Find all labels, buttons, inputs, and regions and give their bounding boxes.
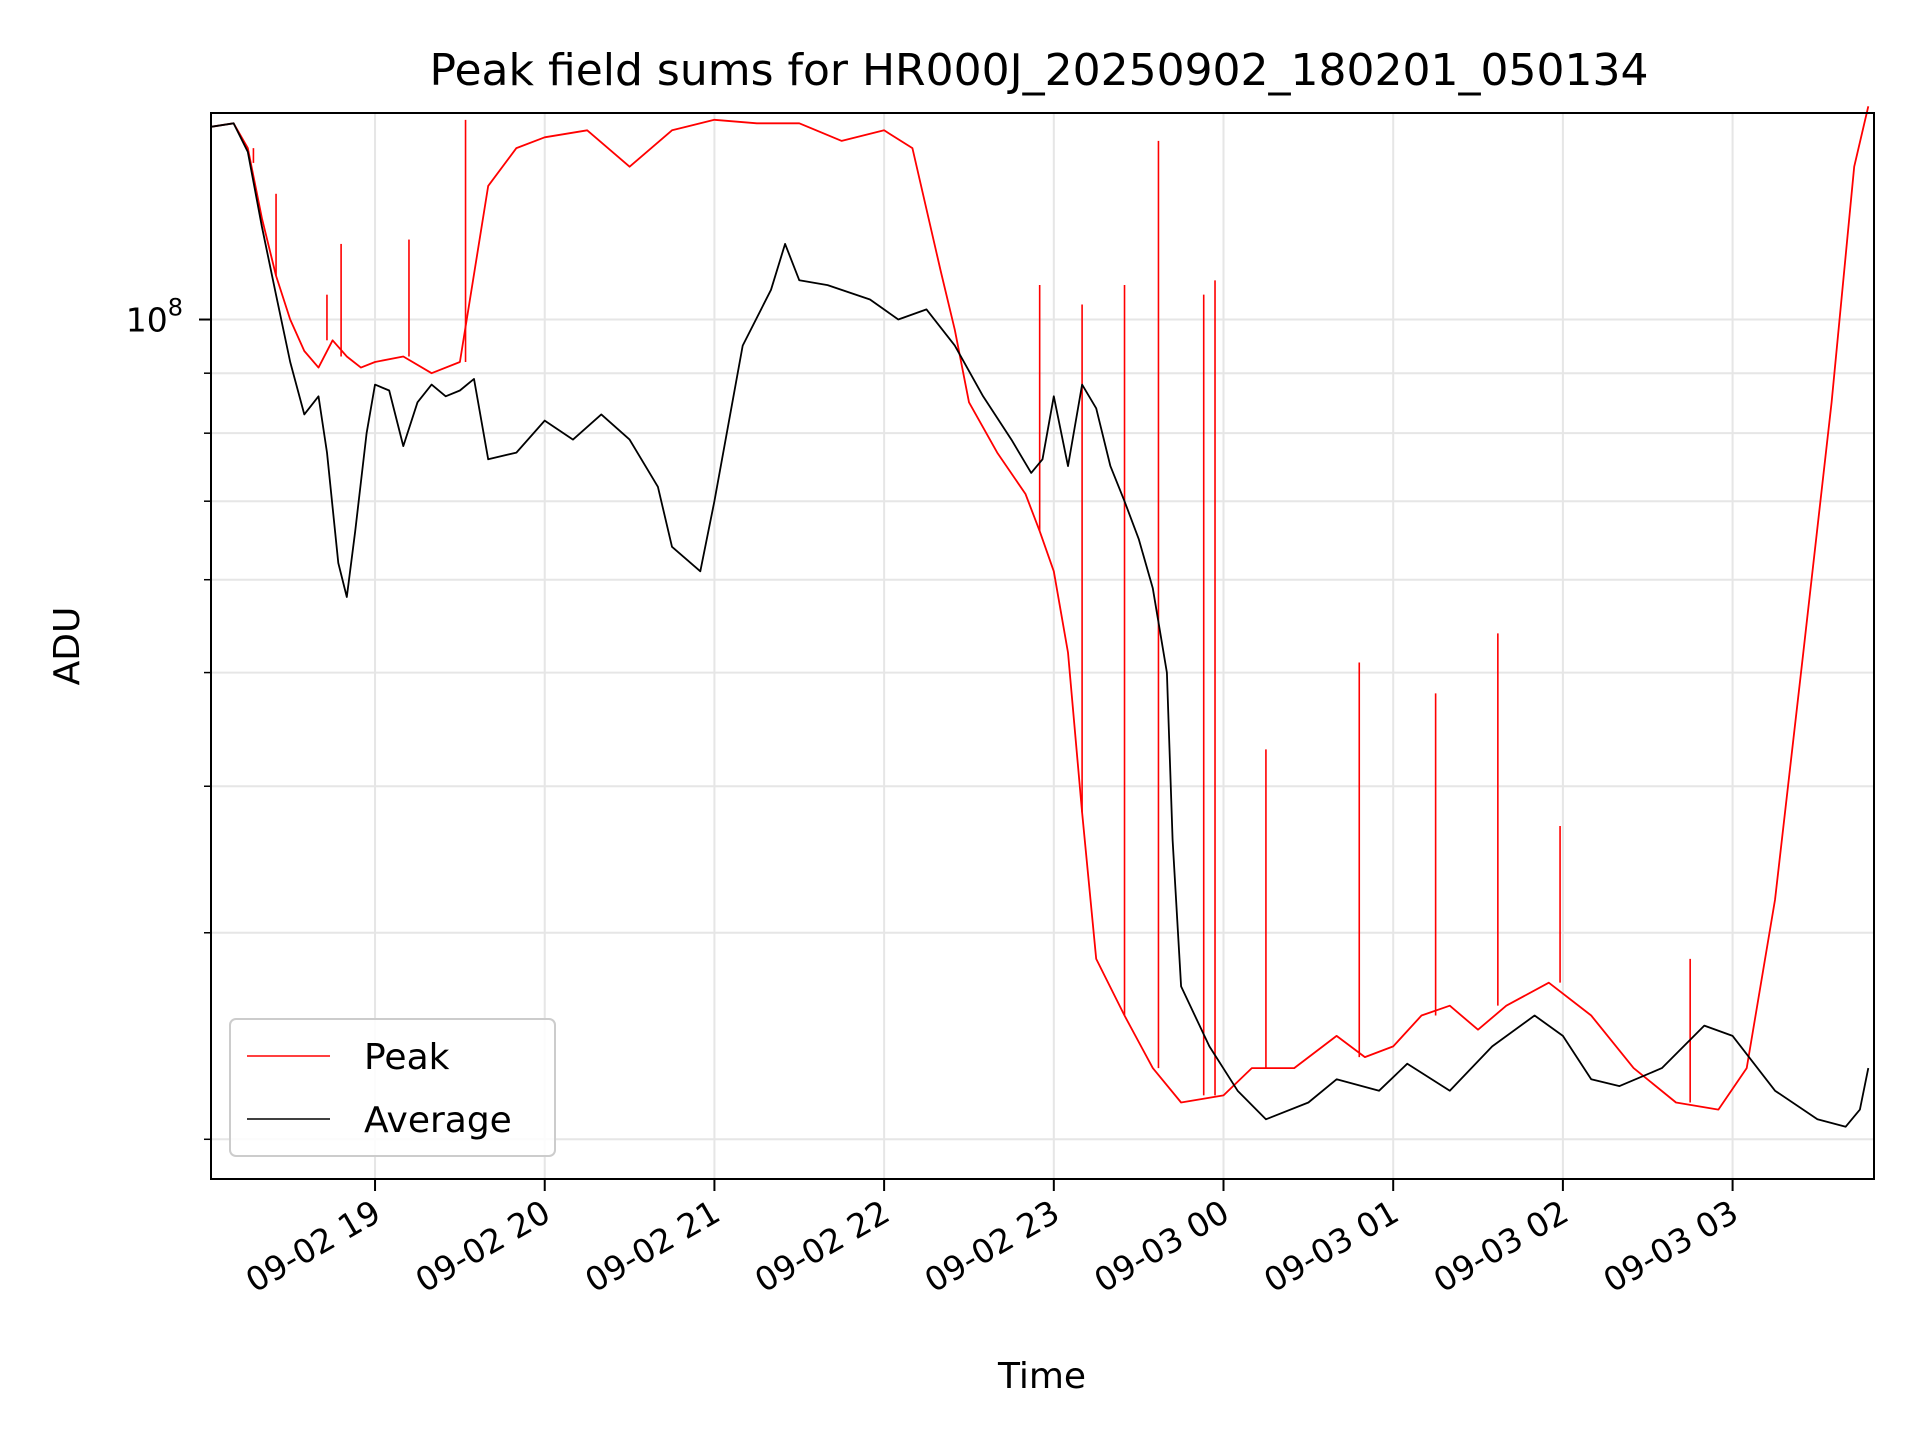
peak-line bbox=[210, 106, 1870, 1111]
chart-title: Peak field sums for HR000J_20250902_1802… bbox=[430, 45, 1649, 96]
grid bbox=[211, 113, 1874, 1179]
plot-frame bbox=[210, 112, 1875, 1180]
legend: Peak Average bbox=[229, 1018, 556, 1157]
legend-average-label: Average bbox=[364, 1100, 512, 1141]
y-tick-label: 108 bbox=[126, 294, 183, 340]
y-axis-label: ADU bbox=[47, 607, 88, 686]
y-axis-ticks: 108 bbox=[126, 294, 211, 1141]
peak-series bbox=[210, 106, 1870, 1111]
x-axis-label: Time bbox=[997, 1356, 1086, 1397]
average-line bbox=[210, 122, 1870, 1128]
legend-box bbox=[229, 1018, 556, 1157]
average-series bbox=[210, 122, 1870, 1128]
legend-peak-label: Peak bbox=[364, 1037, 450, 1078]
